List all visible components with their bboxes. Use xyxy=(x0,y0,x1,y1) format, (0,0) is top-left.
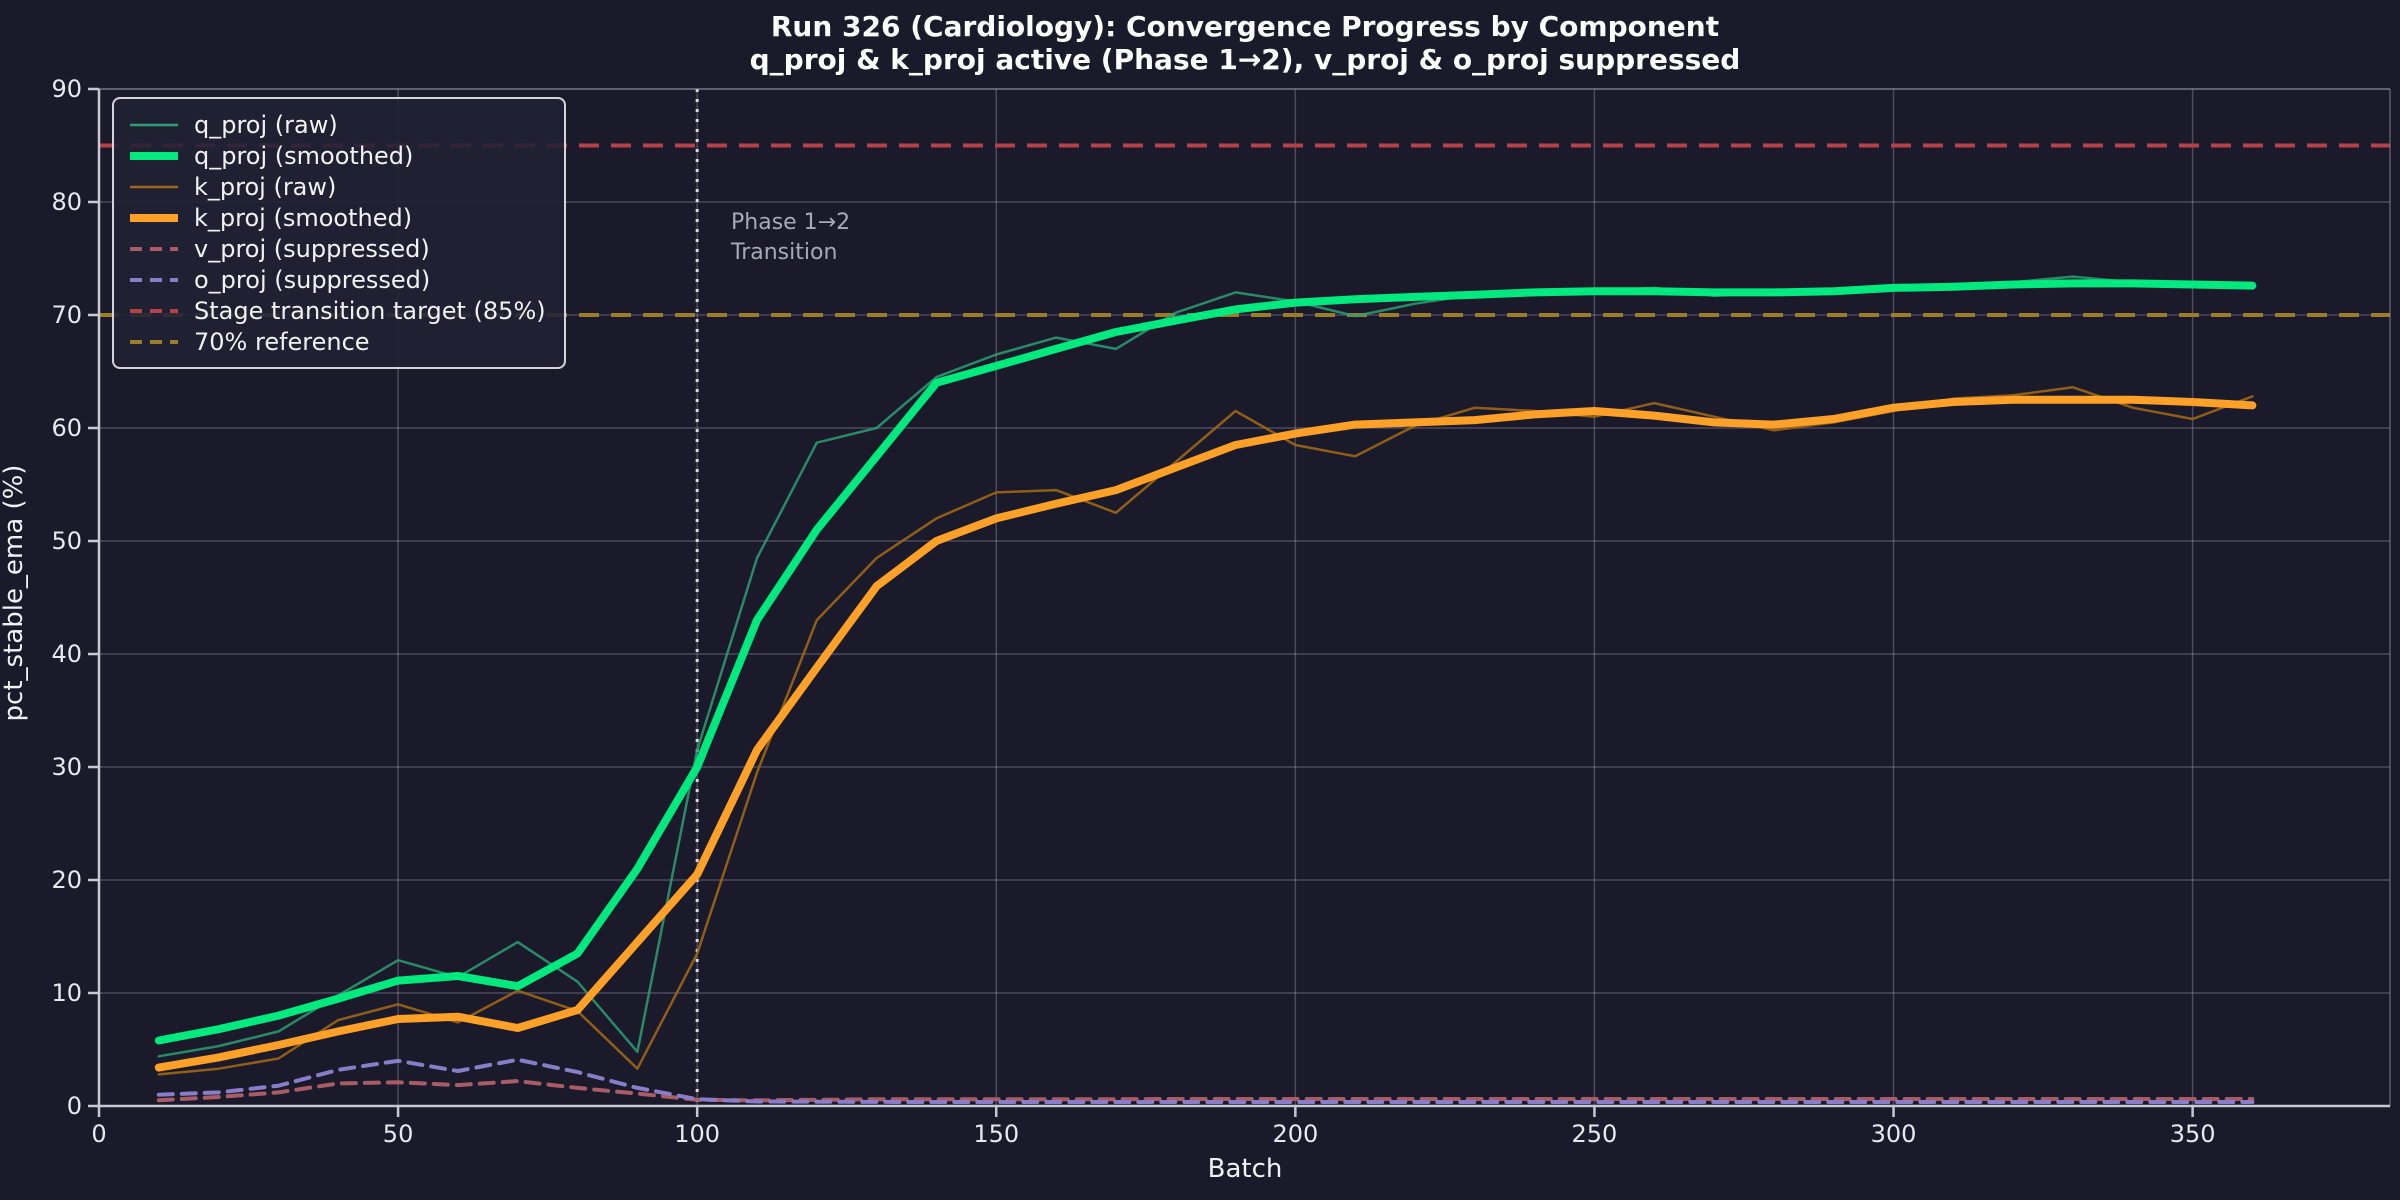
legend-label: 70% reference xyxy=(194,327,370,356)
y-tick-label: 40 xyxy=(51,640,82,668)
legend-swatch-icon xyxy=(130,151,178,160)
legend-label: k_proj (raw) xyxy=(194,172,337,201)
phase-transition-annotation: Phase 1→2 Transition xyxy=(731,208,850,268)
annotation-line-2: Transition xyxy=(731,240,838,265)
series-line-q-proj-smoothed xyxy=(154,279,2257,1045)
legend-label: k_proj (smoothed) xyxy=(194,203,413,232)
x-axis-label: Batch xyxy=(1207,1154,1283,1184)
x-tick-label: 50 xyxy=(382,1120,414,1148)
legend-swatch-icon xyxy=(130,123,178,126)
legend-swatch-icon xyxy=(130,185,178,188)
series-line-q-proj-raw xyxy=(157,275,2254,1058)
legend-item: q_proj (raw) xyxy=(128,109,546,140)
x-tick-label: 350 xyxy=(2169,1120,2216,1148)
legend-label: Stage transition target (85%) xyxy=(194,296,546,325)
series-line-o-proj-suppressed xyxy=(156,1057,2255,1104)
x-tick-label: 100 xyxy=(674,1120,721,1148)
legend-swatch-icon xyxy=(130,277,178,282)
y-tick-label: 70 xyxy=(51,301,82,329)
y-tick-label: 90 xyxy=(51,75,82,103)
y-tick-label: 60 xyxy=(51,414,82,442)
annotation-line-1: Phase 1→2 xyxy=(731,210,851,235)
x-tick-label: 150 xyxy=(973,1120,1020,1148)
y-tick-label: 20 xyxy=(51,866,82,894)
series-line-k-proj-raw xyxy=(157,386,2254,1076)
y-axis-label: pct_stable_ema (%) xyxy=(0,464,29,722)
series-line-k-proj-smoothed xyxy=(154,395,2257,1072)
y-tick-label: 80 xyxy=(51,188,82,216)
legend-item: 70% reference xyxy=(128,326,546,357)
legend: q_proj (raw) q_proj (smoothed) k_proj (raw… xyxy=(112,97,566,369)
legend-item: v_proj (suppressed) xyxy=(128,233,546,264)
x-tick-label: 0 xyxy=(91,1120,107,1148)
legend-label: q_proj (smoothed) xyxy=(194,141,414,170)
x-tick-label: 250 xyxy=(1571,1120,1618,1148)
legend-item: k_proj (smoothed) xyxy=(128,202,546,233)
x-tick-label: 300 xyxy=(1870,1120,1917,1148)
series-line-v-proj-suppressed xyxy=(156,1079,2255,1103)
legend-item: k_proj (raw) xyxy=(128,171,546,202)
y-tick-label: 50 xyxy=(51,527,82,555)
legend-label: q_proj (raw) xyxy=(194,110,338,139)
chart-subtitle: q_proj & k_proj active (Phase 1→2), v_pr… xyxy=(749,43,1741,76)
y-tick-label: 0 xyxy=(66,1092,82,1120)
chart-title: Run 326 (Cardiology): Convergence Progre… xyxy=(770,10,1720,43)
legend-swatch-icon xyxy=(130,213,178,222)
y-tick-label: 10 xyxy=(51,979,82,1007)
legend-label: o_proj (suppressed) xyxy=(194,265,431,294)
legend-label: v_proj (suppressed) xyxy=(194,234,430,263)
y-tick-label: 30 xyxy=(51,753,82,781)
legend-item: Stage transition target (85%) xyxy=(128,295,546,326)
legend-swatch-icon xyxy=(130,246,178,251)
legend-swatch-icon xyxy=(130,308,178,313)
legend-item: q_proj (smoothed) xyxy=(128,140,546,171)
legend-swatch-icon xyxy=(130,339,178,344)
legend-item: o_proj (suppressed) xyxy=(128,264,546,295)
x-tick-label: 200 xyxy=(1272,1120,1319,1148)
